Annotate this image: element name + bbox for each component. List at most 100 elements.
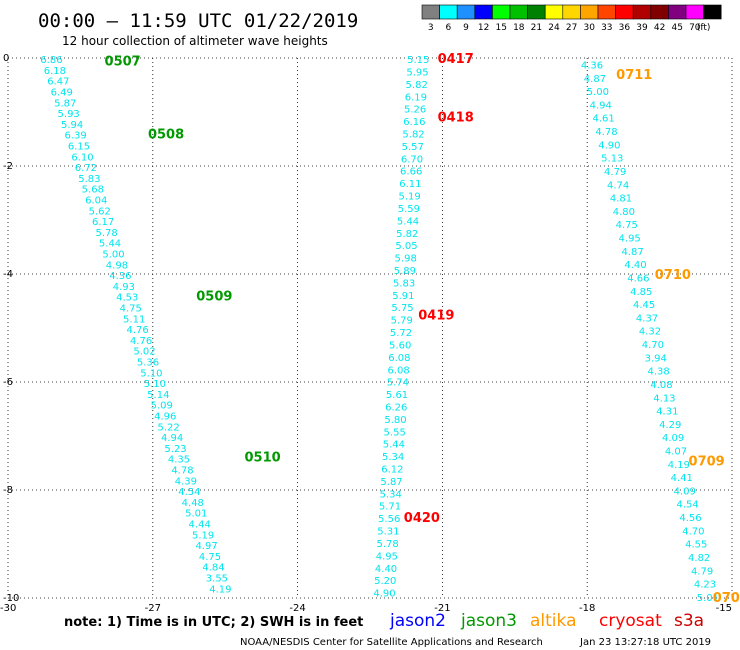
time-label: 0418 xyxy=(438,110,474,125)
y-tick-label: -8 xyxy=(3,485,13,496)
swh-value-label: 5.26 xyxy=(404,105,426,116)
swh-value-label: 6.70 xyxy=(401,154,423,165)
swh-value-label: 4.40 xyxy=(375,564,397,575)
swh-value-label: 4.45 xyxy=(633,300,655,311)
swh-value-label: 4.75 xyxy=(199,552,221,563)
x-tick-label: -15 xyxy=(716,603,732,614)
time-label: 0709 xyxy=(689,454,725,469)
swh-value-label: 4.40 xyxy=(624,260,646,271)
swh-value-label: 4.56 xyxy=(679,513,701,524)
colorbar-swatch xyxy=(439,4,458,20)
swh-value-label: 4.98 xyxy=(106,260,128,271)
time-label: 0510 xyxy=(245,451,281,466)
time-label: 0508 xyxy=(148,128,184,143)
swh-value-label: 6.72 xyxy=(75,163,97,174)
colorbar-swatch xyxy=(597,4,616,20)
colorbar-tick-label: 45 xyxy=(671,23,682,33)
swh-value-label: 5.62 xyxy=(89,206,111,217)
swh-value-label: 5.78 xyxy=(376,539,398,550)
colorbar-tick-label: 33 xyxy=(601,23,612,33)
swh-value-label: 4.87 xyxy=(584,74,606,85)
swh-value-label: 5.14 xyxy=(147,390,169,401)
swh-value-label: 5.56 xyxy=(378,514,400,525)
swh-value-label: 5.82 xyxy=(396,229,418,240)
swh-value-label: 6.11 xyxy=(399,179,421,190)
swh-value-label: 4.29 xyxy=(659,420,681,431)
time-label: 0419 xyxy=(418,309,454,324)
swh-value-label: 5.87 xyxy=(54,98,76,109)
swh-value-label: 4.85 xyxy=(630,287,652,298)
swh-value-label: 5.01 xyxy=(697,593,719,604)
chart-subtitle: 12 hour collection of altimeter wave hei… xyxy=(62,34,328,48)
swh-value-label: 5.82 xyxy=(406,80,428,91)
swh-value-label: 6.10 xyxy=(71,152,93,163)
footer-timestamp: Jan 23 13:27:18 UTC 2019 xyxy=(579,637,711,648)
satellite-name-s3a: s3a xyxy=(674,611,704,631)
swh-value-label: 5.98 xyxy=(395,254,417,265)
swh-value-label: 6.16 xyxy=(403,117,425,128)
swh-value-label: 5.34 xyxy=(380,489,402,500)
colorbar-swatch xyxy=(615,4,634,20)
swh-value-label: 6.47 xyxy=(47,77,69,88)
colorbar-unit-label: (ft) xyxy=(697,23,711,33)
swh-value-label: 5.75 xyxy=(391,303,413,314)
swh-value-label: 4.41 xyxy=(671,473,693,484)
swh-value-label: 4.78 xyxy=(595,127,617,138)
x-tick-label: -24 xyxy=(289,603,305,614)
swh-value-label: 5.55 xyxy=(384,427,406,438)
time-label: 0507 xyxy=(105,55,141,70)
swh-value-label: 6.39 xyxy=(64,131,86,142)
chart-title: 00:00 – 11:59 UTC 01/22/2019 xyxy=(38,10,358,32)
satellite-name-altika: altika xyxy=(530,611,577,631)
colorbar-tick-label: 21 xyxy=(531,23,542,33)
satellite-name-jason3: jason3 xyxy=(460,611,517,631)
swh-value-label: 4.95 xyxy=(376,551,398,562)
swh-value-label: 4.84 xyxy=(202,563,224,574)
swh-value-label: 5.09 xyxy=(151,401,173,412)
colorbar-tick-label: 42 xyxy=(654,23,665,33)
swh-value-label: 4.36 xyxy=(109,271,131,282)
swh-value-label: 5.00 xyxy=(587,87,609,98)
swh-value-label: 4.78 xyxy=(171,465,193,476)
time-label: 0710 xyxy=(655,268,691,283)
swh-value-label: 4.54 xyxy=(676,500,698,511)
colorbar-swatch xyxy=(527,4,546,20)
swh-value-label: 4.53 xyxy=(116,293,138,304)
colorbar-swatch xyxy=(650,4,669,20)
swh-value-label: 4.74 xyxy=(607,180,629,191)
swh-value-label: 5.94 xyxy=(61,120,83,131)
colorbar-tick-label: 15 xyxy=(495,23,506,33)
colorbar-tick-label: 12 xyxy=(478,23,489,33)
swh-value-label: 4.32 xyxy=(639,327,661,338)
swh-value-label: 4.66 xyxy=(627,273,649,284)
swh-value-label: 5.44 xyxy=(383,440,405,451)
swh-value-label: 5.31 xyxy=(377,527,399,538)
swh-value-label: 5.05 xyxy=(395,241,417,252)
colorbar-swatch xyxy=(474,4,493,20)
swh-value-label: 5.13 xyxy=(601,154,623,165)
swh-value-label: 5.79 xyxy=(391,316,413,327)
swh-value-label: 5.80 xyxy=(384,415,406,426)
swh-value-label: 4.48 xyxy=(182,498,204,509)
swh-value-label: 5.44 xyxy=(99,239,121,250)
colorbar-swatch xyxy=(544,4,564,20)
swh-value-label: 4.13 xyxy=(653,393,675,404)
swh-value-label: 6.49 xyxy=(51,87,73,98)
swh-value-label: 5.83 xyxy=(78,174,100,185)
swh-value-label: 5.61 xyxy=(386,390,408,401)
swh-value-label: 4.90 xyxy=(373,589,395,600)
swh-value-label: 4.94 xyxy=(161,433,183,444)
colorbar-swatch xyxy=(703,4,722,20)
time-label: 0417 xyxy=(438,52,474,67)
swh-value-label: 5.89 xyxy=(394,266,416,277)
y-tick-label: -6 xyxy=(3,377,13,388)
swh-value-label: 4.76 xyxy=(130,336,152,347)
colorbar-swatch xyxy=(580,4,599,20)
time-label: 070 xyxy=(713,591,740,606)
swh-value-label: 4.93 xyxy=(113,282,135,293)
x-tick-label: -27 xyxy=(145,603,161,614)
swh-value-label: 5.71 xyxy=(379,502,401,513)
x-tick-label: -30 xyxy=(0,603,16,614)
swh-value-label: 6.15 xyxy=(68,141,90,152)
swh-value-label: 5.87 xyxy=(380,477,402,488)
